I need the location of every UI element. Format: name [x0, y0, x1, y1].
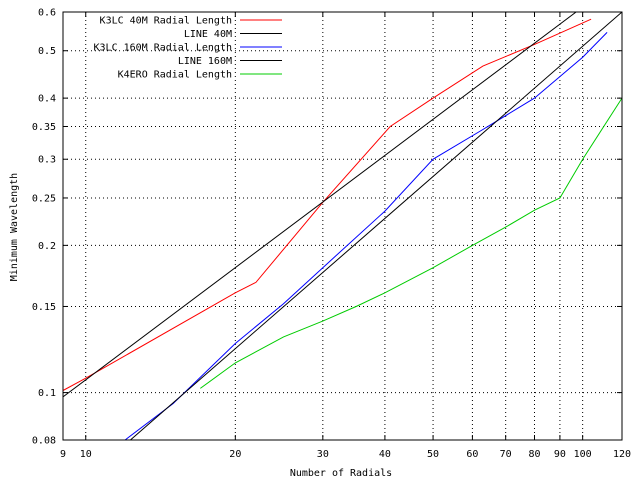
legend-label: K4ERO Radial Length [118, 70, 232, 81]
y-tick-label: 0.08 [32, 436, 56, 447]
x-tick-label: 30 [317, 449, 329, 460]
x-tick-label: 50 [427, 449, 439, 460]
y-tick-label: 0.3 [38, 155, 56, 166]
plot-frame [62, 11, 623, 441]
y-axis-title: Minimum Wavelength [9, 173, 20, 281]
legend-label: LINE 160M [178, 56, 232, 67]
y-tick-label: 0.5 [38, 46, 56, 57]
x-tick-label: 100 [574, 449, 592, 460]
legend: K3LC 40M Radial Length LINE 40M K3LC 160M … [94, 16, 282, 81]
series-line-2 [63, 12, 577, 398]
y-tick-label: 0.35 [32, 122, 56, 133]
x-tick-label: 20 [229, 449, 241, 460]
series-line-4 [130, 12, 622, 440]
y-tick-label: 0.1 [38, 388, 56, 399]
x-tick-label: 90 [554, 449, 566, 460]
axis-ticks: 9 10 20 30 40 50 60 70 80 90 100 120 0.08 0.1 0.15 0.2 0… [32, 8, 631, 461]
x-tick-label: 70 [500, 449, 512, 460]
x-tick-label: 80 [528, 449, 540, 460]
x-tick-label: 60 [466, 449, 478, 460]
x-tick-label: 10 [80, 449, 92, 460]
x-tick-label: 9 [60, 449, 66, 460]
y-tick-label: 0.15 [32, 302, 56, 313]
x-tick-label: 120 [613, 449, 631, 460]
grid-lines [63, 12, 622, 440]
y-tick-label: 0.25 [32, 193, 56, 204]
x-axis-title: Number of Radials [290, 468, 392, 479]
series-line-1 [63, 18, 592, 391]
legend-label: K3LC 160M Radial Length [94, 43, 232, 54]
series-line-3 [124, 32, 608, 440]
y-tick-label: 0.6 [38, 8, 56, 19]
legend-label: K3LC 40M Radial Length [100, 16, 232, 27]
x-tick-label: 40 [379, 449, 391, 460]
legend-label: LINE 40M [184, 29, 232, 40]
y-tick-label: 0.4 [38, 94, 56, 105]
y-tick-label: 0.2 [38, 241, 56, 252]
series-lines [63, 12, 622, 440]
series-line-5 [200, 97, 622, 389]
